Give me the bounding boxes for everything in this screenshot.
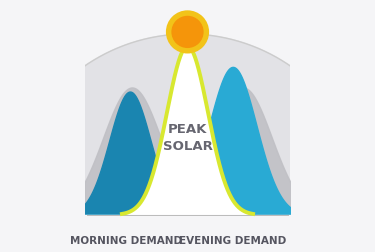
Circle shape [166, 11, 209, 54]
Text: PEAK
SOLAR: PEAK SOLAR [163, 122, 212, 152]
Text: MORNING DEMAND: MORNING DEMAND [70, 235, 182, 245]
Polygon shape [6, 35, 369, 215]
Circle shape [172, 17, 203, 48]
Text: EVENING DEMAND: EVENING DEMAND [179, 235, 286, 245]
